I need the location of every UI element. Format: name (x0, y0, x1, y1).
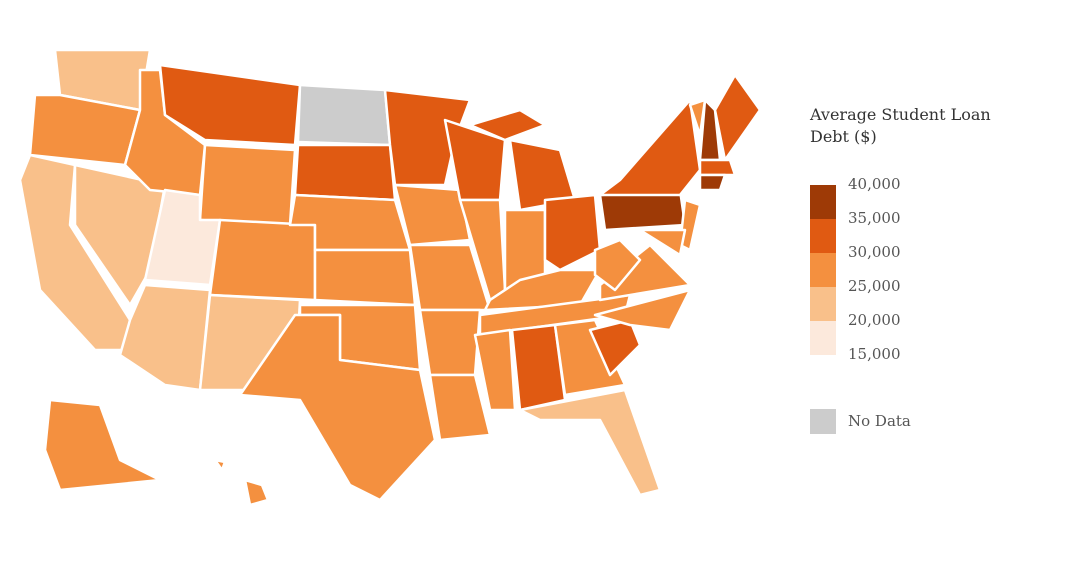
state (238, 313, 437, 502)
state (518, 388, 662, 497)
legend-label: 15,000 (848, 345, 901, 363)
legend-swatch (810, 219, 836, 253)
legend-swatch (810, 185, 836, 219)
state (393, 183, 472, 247)
legend-swatch (810, 409, 836, 434)
legend-label: 20,000 (848, 311, 901, 329)
state (158, 63, 302, 147)
state (43, 398, 162, 492)
state (698, 158, 737, 177)
state (553, 318, 627, 397)
state (713, 73, 762, 162)
state (213, 458, 227, 472)
state (543, 193, 602, 272)
state (588, 318, 642, 377)
state (638, 228, 687, 257)
state (383, 88, 472, 187)
legend-label: 30,000 (848, 243, 901, 261)
state (598, 98, 702, 197)
state (593, 288, 692, 332)
state (698, 173, 727, 192)
state (593, 238, 642, 292)
us-map (18, 48, 762, 507)
legend-swatch (810, 253, 836, 287)
state (428, 373, 492, 442)
legend-label: 25,000 (848, 277, 901, 295)
legend-swatch (810, 321, 836, 355)
state (468, 108, 547, 142)
state (473, 328, 517, 412)
legend-title: Average Student Loan Debt ($) (810, 105, 991, 146)
legend-label: 35,000 (848, 209, 901, 227)
legend-label: 40,000 (848, 175, 901, 193)
state (510, 323, 567, 412)
legend-label: No Data (848, 412, 911, 430)
legend-swatch (810, 287, 836, 321)
state (243, 478, 270, 507)
